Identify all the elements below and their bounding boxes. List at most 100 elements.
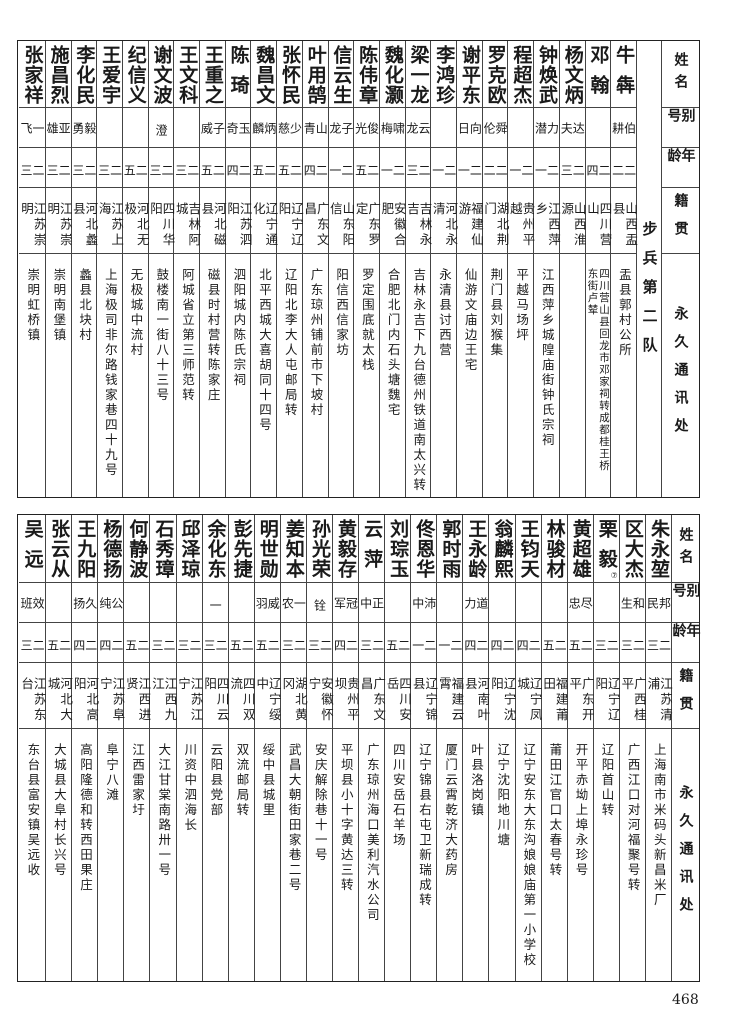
header-address: 永久通讯处 — [672, 305, 689, 446]
address-cell: 绥中县城里 — [255, 729, 280, 981]
alias-cell: 冠军 — [333, 583, 359, 623]
header-address: 永久通讯处 — [677, 785, 694, 925]
origin-cell: 江苏江宁 — [176, 663, 204, 729]
alias-cell — [385, 583, 411, 623]
origin-cell: 河北无极 — [122, 188, 150, 254]
person-name: 李鸿珍 — [433, 45, 456, 105]
person-origin: 安徽怀宁 — [306, 677, 334, 724]
person-origin: 河北磁县 — [199, 202, 227, 249]
name-cell: 邱泽琼 — [176, 515, 202, 583]
person-age: 二三 — [405, 164, 432, 179]
person-address: 上海南市米码头新昌米厂 — [651, 743, 667, 908]
person-origin: 辽宁沈阳 — [488, 677, 517, 724]
address-cell: 云阳县党部 — [203, 729, 228, 981]
alias-cell: 沛中 — [411, 583, 437, 623]
header-name: 姓名 — [677, 526, 694, 571]
name-cell: 黄毅存 — [332, 515, 359, 583]
name-cell: 彭先捷 — [228, 515, 254, 583]
person-age: 二一 — [379, 164, 406, 179]
person-name: 余化东 — [204, 519, 227, 579]
origin-cell: 江西进贤 — [124, 663, 151, 729]
age-cell: 二一 — [534, 148, 560, 188]
person-origin: 辽宁锦县 — [410, 677, 439, 724]
person-alias: 少慈 — [276, 122, 303, 137]
table-column: 邓翰 二四 四川营山 四川营山县回龙市邓家祠转成都桂王桥 东街卢辇 — [584, 41, 612, 497]
table-column: 云萍 正中 二三 广东文昌 广东琼州海口美利汽水公司 — [358, 515, 386, 981]
name-cell: 王重之 — [200, 41, 225, 108]
table-column: 张怀民 少慈 二五 辽宁辽阳 辽阳北李大人屯邮局转 — [276, 41, 304, 497]
age-cell: 二四 — [489, 623, 515, 663]
person-name: 谢平东 — [458, 45, 481, 105]
address-cell: 辽宁沈阳地川塘 — [489, 729, 514, 981]
origin-cell: 山西盂县 — [611, 188, 638, 254]
name-cell: 何静波 — [124, 515, 150, 583]
age-cell: 二五 — [277, 148, 303, 188]
person-age: 二三 — [176, 639, 203, 654]
age-cell: 二三 — [645, 623, 672, 663]
person-name: 何静波 — [126, 519, 149, 579]
origin-cell: 河南叶县 — [462, 663, 491, 729]
person-age: 二一 — [456, 164, 483, 179]
address-cell: 磁县时村营转陈家庄 — [200, 254, 225, 497]
address-cell: 四川营山县回龙市邓家祠转成都桂王桥 东街卢辇 — [586, 254, 611, 497]
person-origin: 江苏上海 — [96, 202, 125, 249]
age-cell: 二三 — [174, 148, 200, 188]
table-column: 梁一龙 云龙 二三 吉林永吉 吉林永吉下九台德州铁道南太兴转 — [404, 41, 433, 497]
name-cell: 程超杰 — [508, 41, 534, 108]
table-column: 谢平东 向日 二一 福建仙游 仙游文庙边王宅 — [456, 41, 484, 497]
person-address: 四川安岳石羊场 — [390, 743, 406, 848]
age-cell: 二四 — [515, 623, 541, 663]
table-column: 王九阳 久扬 二四 河北高阳 高阳隆德和转西田果庄 — [71, 515, 99, 981]
person-origin: 河南叶县 — [462, 677, 491, 724]
person-address: 辽阳北李大人屯邮局转 — [282, 268, 298, 418]
age-cell: 二四 — [225, 148, 251, 188]
origin-cell: 江苏泗阳 — [225, 188, 253, 254]
person-name: 施昌烈 — [47, 45, 70, 105]
person-name: 彭先捷 — [230, 519, 253, 579]
header-name: 姓名 — [672, 52, 689, 96]
name-cell: 李化民 — [71, 41, 97, 108]
address-cell: 上海南市米码头新昌米厂 — [646, 729, 671, 981]
person-alias: 威羽 — [254, 597, 281, 612]
person-origin: 河北蠡县 — [70, 202, 99, 249]
person-name: 刘琮玉 — [387, 519, 410, 579]
alias-cell: 云龙 — [405, 108, 431, 148]
person-age: 二三 — [202, 639, 229, 654]
header-cell: 永久通讯处 — [672, 729, 699, 981]
origin-cell: 贵州平越 — [508, 188, 535, 254]
table-column: 区大杰 和生 二三 广西桂平 广西江口对河福聚号转 — [618, 515, 647, 981]
alias-cell: 邦民 — [645, 583, 671, 623]
person-address: 永清县讨西营 — [436, 268, 452, 358]
person-alias: 毅勇 — [70, 122, 97, 137]
alias-cell: 毅勇 — [70, 108, 97, 148]
age-cell: 二三 — [559, 148, 585, 188]
name-cell: 罗克欧 — [482, 41, 508, 108]
person-age: 二五 — [250, 164, 277, 179]
name-cell: 翁麟熙 — [489, 515, 515, 583]
person-origin: 四川双流 — [228, 677, 256, 724]
address-cell: 高阳隆德和转西田果庄 — [72, 729, 97, 981]
origin-cell: 辽宁沈阳 — [488, 663, 517, 729]
table-column: 信云生 子龙 二一 山东阳信 阳信西信家坊 — [327, 41, 355, 497]
person-age: 二三 — [645, 639, 672, 654]
table-column: 叶用鹄 山青 二四 广东文昌 广东琼州铺前市下坡村 — [301, 41, 330, 497]
address-cell: 大江甘棠南路卅一号 — [150, 729, 175, 981]
person-address: 上海极司非尔路钱家巷四十九号 — [102, 268, 118, 478]
person-alias: 一 — [208, 599, 223, 614]
age-cell: 二三 — [359, 623, 385, 663]
person-alias: 子龙 — [327, 122, 354, 137]
person-origin: 江苏清浦 — [645, 677, 673, 724]
address-cell: 合肥北门内石头塘魏宅 — [380, 254, 405, 497]
person-age: 二四 — [332, 639, 359, 654]
age-cell: 二三 — [405, 148, 432, 188]
person-address: 阳信西信家坊 — [334, 268, 350, 358]
address-cell: 川资中泗海长 — [177, 729, 202, 981]
person-name: 魏昌文 — [253, 45, 276, 105]
table-column: 李化民 毅勇 二三 河北蠡县 蠡县北块村 — [70, 41, 99, 497]
unit-label: 步兵第二队 — [640, 221, 659, 366]
person-origin: 辽宁绥中 — [254, 677, 282, 724]
address-cell: 平坝县小十字黄达三转 — [333, 729, 358, 981]
address-cell: 阿城省立第三师范转 — [174, 254, 199, 497]
alias-cell: 正中 — [359, 583, 385, 623]
person-origin: 四川安岳 — [384, 677, 413, 724]
